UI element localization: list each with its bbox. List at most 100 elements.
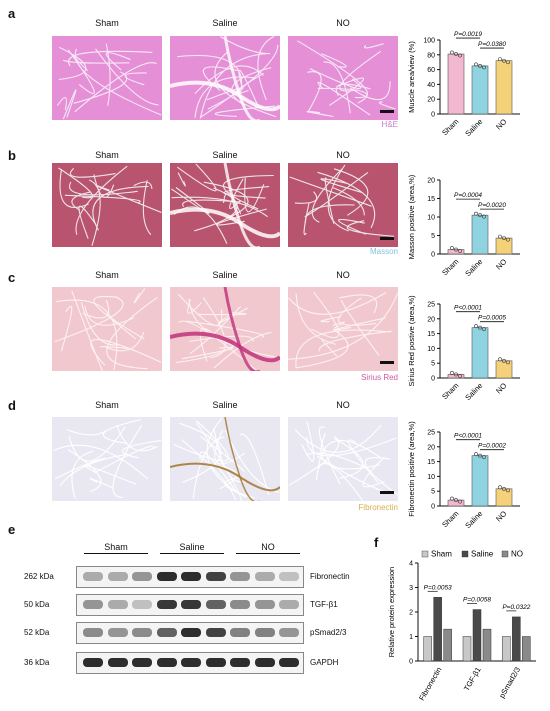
- blot-band: [230, 628, 250, 637]
- column-label-b-1: Saline: [212, 150, 238, 160]
- data-point: [474, 324, 478, 329]
- x-tick-label: Sham: [440, 117, 460, 137]
- data-point: [498, 234, 502, 239]
- data-point: [454, 52, 458, 56]
- blot-band: [205, 600, 226, 609]
- group-line-saline: [160, 553, 224, 554]
- data-point: [454, 498, 458, 502]
- bar-saline-1: [472, 609, 482, 662]
- group-line-no: [236, 553, 300, 554]
- data-point: [482, 214, 486, 219]
- y-tick-label: 0: [431, 112, 435, 119]
- micrograph-d-1: [170, 417, 280, 501]
- x-tick-label: Sham: [440, 381, 460, 401]
- data-point: [498, 57, 502, 62]
- y-tick-label: 5: [431, 233, 435, 240]
- bar-saline-2: [512, 616, 521, 662]
- micrograph-d-2: [288, 417, 398, 501]
- blot-band: [83, 572, 103, 581]
- x-tick-label: Saline: [463, 117, 484, 138]
- x-tick-label: Saline: [463, 509, 484, 530]
- data-point: [506, 488, 510, 493]
- data-point: [506, 360, 510, 365]
- blot-band: [132, 658, 152, 667]
- data-point: [454, 247, 458, 252]
- blot-band: [254, 572, 275, 581]
- y-tick-label: 5: [431, 489, 435, 496]
- data-point: [474, 452, 478, 457]
- panel-letter-b: b: [8, 148, 16, 163]
- p-value-label: P=0.0005: [478, 315, 506, 322]
- blot-band: [254, 628, 275, 637]
- legend-swatch-saline: [461, 550, 469, 558]
- scale-bar-d: [380, 491, 394, 494]
- legend-label-saline: Saline: [471, 550, 494, 559]
- blot-strip-0: [76, 566, 304, 588]
- bar-saline-0: [433, 597, 442, 662]
- column-label-d-0: Sham: [95, 400, 119, 410]
- column-label-b-0: Sham: [95, 150, 119, 160]
- chart-fibronectin-positive: 0 5 10 15 20 25 Sham Saline NO P<0.0001 P=0.0002 Fi…: [404, 410, 534, 537]
- group-label-sham: Sham: [104, 542, 128, 552]
- blot-band: [181, 572, 201, 581]
- data-point: [458, 249, 462, 253]
- blot-band: [279, 572, 299, 581]
- x-tick-label: NO: [494, 509, 508, 523]
- data-point: [450, 246, 454, 250]
- p-value-label: P<0.0001: [454, 433, 482, 440]
- protein-label-3: GAPDH: [310, 658, 339, 667]
- data-point: [482, 65, 486, 70]
- bar-no-1: [482, 628, 492, 662]
- chart-svg: 0 5 10 15 20 Sham Saline NO P=0.0004 P=0.0020 Mass…: [407, 174, 520, 278]
- data-point: [478, 64, 482, 68]
- data-point: [450, 50, 454, 55]
- y-tick-label: 2: [409, 610, 413, 617]
- y-tick-label: 25: [427, 430, 435, 437]
- bar-no-2: [522, 636, 531, 662]
- blot-band: [230, 600, 250, 609]
- bar-saline: [471, 327, 489, 379]
- micrograph-b-0: [52, 163, 162, 247]
- chart-muscle-area: 0 20 40 60 80 100 Sham Saline NO P=0.0019 P=0.0380…: [404, 18, 534, 145]
- data-point: [478, 213, 482, 218]
- legend-label-sham: Sham: [431, 550, 452, 559]
- blot-band: [279, 658, 299, 667]
- kda-label-0: 262 kDa: [24, 572, 54, 581]
- p-value-label: P=0.0004: [454, 192, 482, 199]
- stain-label-c: Sirius Red: [361, 373, 398, 382]
- kda-label-1: 50 kDa: [24, 600, 50, 609]
- stain-label-d: Fibronectin: [358, 503, 398, 512]
- scale-bar-a: [380, 110, 394, 113]
- chart-svg: 0 1 2 3 4 P=0.0053 Fibronectin P=0.0058 TGF-β1 P=…: [387, 550, 536, 702]
- legend-swatch-no: [501, 550, 509, 558]
- x-tick-label: TGF-β1: [462, 666, 483, 693]
- blot-band: [205, 628, 226, 637]
- y-tick-label: 25: [427, 302, 435, 309]
- y-axis-label: Relative protein expression: [387, 567, 396, 657]
- y-tick-label: 20: [427, 444, 435, 451]
- x-tick-label: Sham: [440, 509, 460, 529]
- bar-sham-2: [502, 636, 511, 662]
- blot-band: [181, 628, 201, 637]
- blot-band: [107, 628, 128, 637]
- kda-label-3: 36 kDa: [24, 658, 50, 667]
- data-point: [454, 372, 458, 377]
- data-point: [458, 374, 462, 378]
- micrograph-a-0: [52, 36, 162, 120]
- blot-band: [230, 572, 250, 581]
- legend-swatch-sham: [421, 550, 429, 558]
- y-axis-label: Fibronectin positive (area,%): [407, 421, 416, 517]
- x-tick-label: NO: [494, 257, 508, 271]
- panel-letter-d: d: [8, 398, 16, 413]
- data-point: [498, 485, 502, 490]
- bar-no: [495, 60, 513, 115]
- bar-no: [495, 488, 513, 507]
- bar-sham-0: [423, 636, 432, 662]
- stain-label-a: H&E: [381, 120, 398, 129]
- panel-letter-c: c: [8, 270, 16, 285]
- blot-band: [132, 600, 152, 609]
- micrograph-a-1: [170, 36, 280, 120]
- protein-label-1: TGF-β1: [310, 600, 338, 609]
- micrograph-c-1: [170, 287, 280, 371]
- protein-label-0: Fibronectin: [310, 572, 350, 581]
